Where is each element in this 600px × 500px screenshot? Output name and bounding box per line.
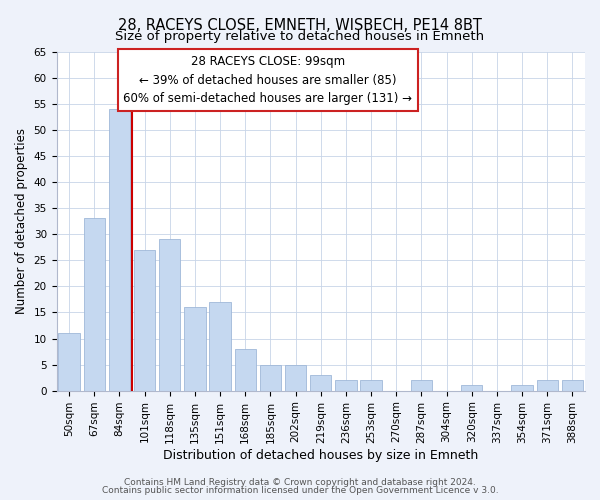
Bar — [134, 250, 155, 390]
Bar — [461, 386, 482, 390]
Bar — [310, 375, 331, 390]
Bar — [159, 240, 181, 390]
Text: 28, RACEYS CLOSE, EMNETH, WISBECH, PE14 8BT: 28, RACEYS CLOSE, EMNETH, WISBECH, PE14 … — [118, 18, 482, 32]
Bar — [184, 307, 206, 390]
Bar — [235, 349, 256, 391]
Bar — [562, 380, 583, 390]
Bar — [511, 386, 533, 390]
Text: 28 RACEYS CLOSE: 99sqm
← 39% of detached houses are smaller (85)
60% of semi-det: 28 RACEYS CLOSE: 99sqm ← 39% of detached… — [124, 56, 412, 106]
Bar — [411, 380, 432, 390]
Bar — [83, 218, 105, 390]
Bar — [361, 380, 382, 390]
Bar — [109, 109, 130, 390]
Bar — [536, 380, 558, 390]
X-axis label: Distribution of detached houses by size in Emneth: Distribution of detached houses by size … — [163, 450, 478, 462]
Bar — [209, 302, 231, 390]
Bar — [260, 364, 281, 390]
Bar — [58, 334, 80, 390]
Y-axis label: Number of detached properties: Number of detached properties — [15, 128, 28, 314]
Bar — [335, 380, 356, 390]
Text: Size of property relative to detached houses in Emneth: Size of property relative to detached ho… — [115, 30, 485, 43]
Bar — [285, 364, 306, 390]
Text: Contains public sector information licensed under the Open Government Licence v : Contains public sector information licen… — [101, 486, 499, 495]
Text: Contains HM Land Registry data © Crown copyright and database right 2024.: Contains HM Land Registry data © Crown c… — [124, 478, 476, 487]
